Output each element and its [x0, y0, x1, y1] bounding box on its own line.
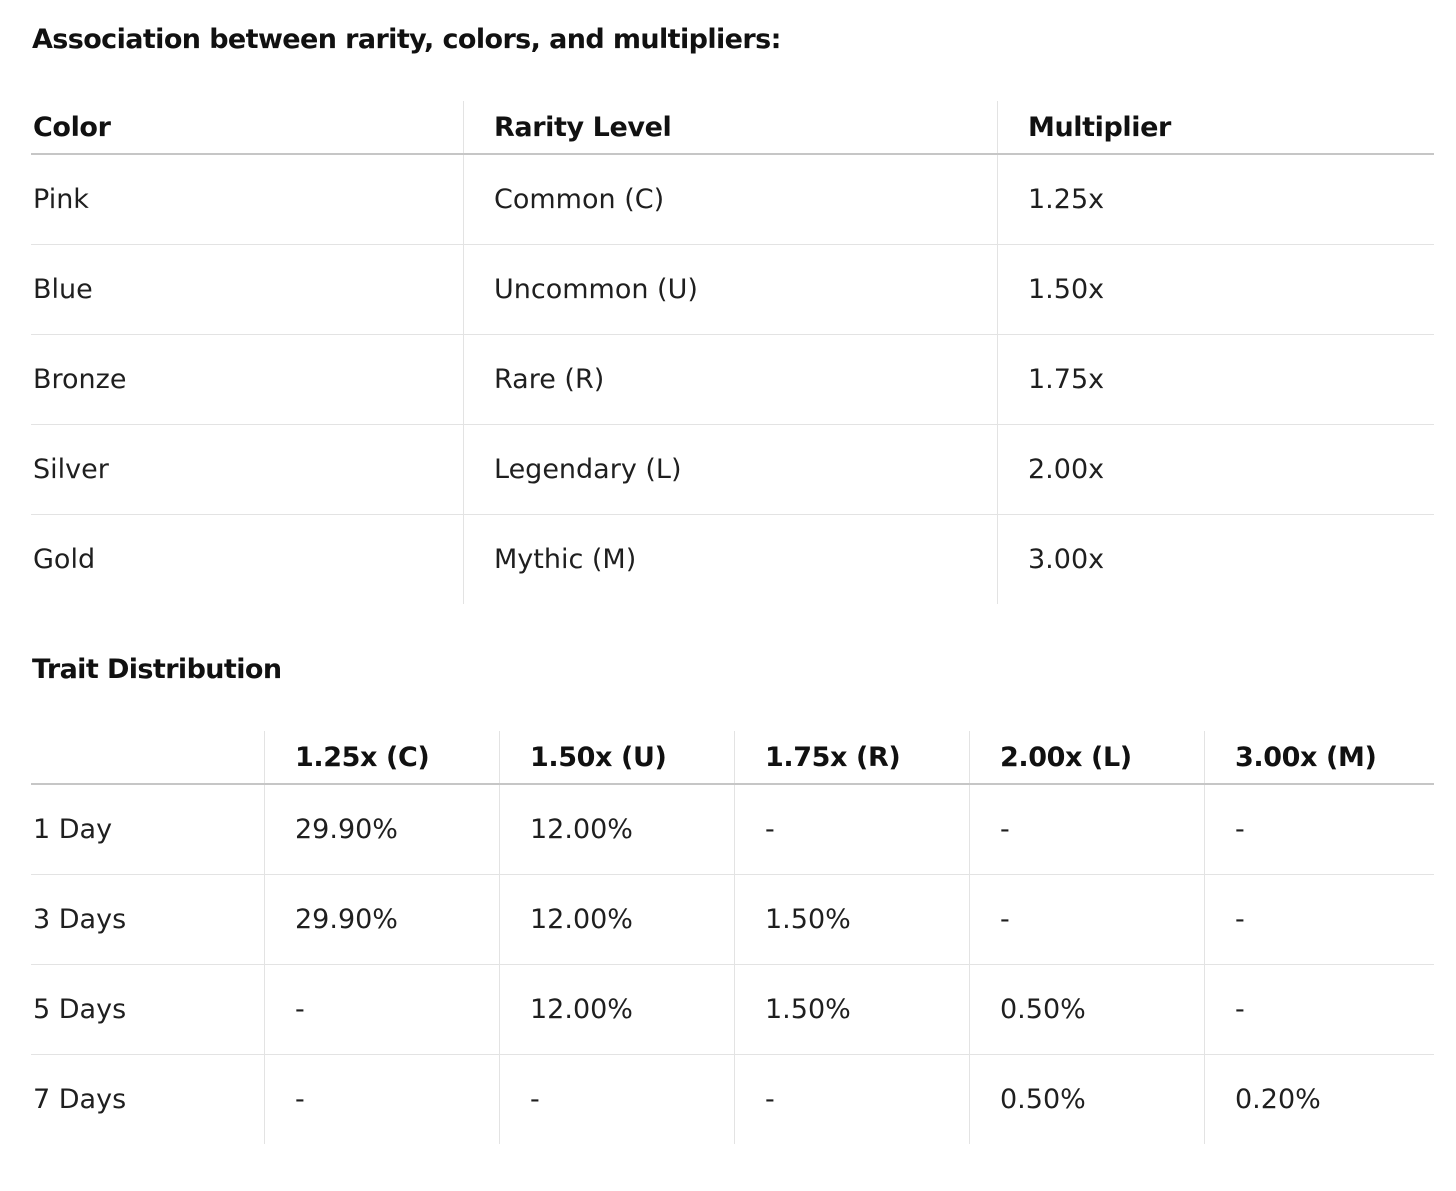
- cell-value: 0.20%: [1204, 1054, 1434, 1144]
- cell-value: 1.50%: [734, 964, 970, 1055]
- cell-rarity: Common (C): [463, 154, 998, 245]
- table-header-row: Color Rarity Level Multiplier: [31, 101, 1434, 155]
- trait-distribution-table: 1.25x (C) 1.50x (U) 1.75x (R) 2.00x (L) …: [31, 731, 1434, 1144]
- header-common: 1.25x (C): [264, 731, 500, 785]
- cell-value: -: [734, 1054, 970, 1144]
- cell-value: -: [969, 784, 1205, 875]
- table-row: Silver Legendary (L) 2.00x: [31, 424, 1434, 515]
- header-mythic: 3.00x (M): [1204, 731, 1434, 785]
- table-row: Pink Common (C) 1.25x: [31, 154, 1434, 245]
- cell-value: -: [1204, 964, 1434, 1055]
- cell-rarity: Mythic (M): [463, 514, 998, 604]
- header-uncommon: 1.50x (U): [499, 731, 735, 785]
- cell-multiplier: 2.00x: [997, 424, 1434, 515]
- cell-value: -: [1204, 784, 1434, 875]
- cell-duration: 1 Day: [31, 784, 265, 875]
- cell-value: -: [1204, 874, 1434, 965]
- header-color: Color: [31, 101, 464, 155]
- table-row: 7 Days - - - 0.50% 0.20%: [31, 1054, 1434, 1144]
- cell-color: Silver: [31, 424, 464, 515]
- cell-color: Blue: [31, 244, 464, 335]
- cell-value: 29.90%: [264, 874, 500, 965]
- cell-value: -: [499, 1054, 735, 1144]
- table-row: Blue Uncommon (U) 1.50x: [31, 244, 1434, 335]
- cell-value: -: [969, 874, 1205, 965]
- header-duration: [31, 731, 265, 785]
- header-rarity-level: Rarity Level: [463, 101, 998, 155]
- cell-rarity: Rare (R): [463, 334, 998, 425]
- cell-value: 12.00%: [499, 964, 735, 1055]
- trait-distribution-title: Trait Distribution: [32, 654, 282, 685]
- cell-value: -: [264, 1054, 500, 1144]
- cell-value: 0.50%: [969, 1054, 1205, 1144]
- cell-value: -: [264, 964, 500, 1055]
- cell-duration: 3 Days: [31, 874, 265, 965]
- cell-rarity: Legendary (L): [463, 424, 998, 515]
- cell-value: 0.50%: [969, 964, 1205, 1055]
- table-row: 5 Days - 12.00% 1.50% 0.50% -: [31, 964, 1434, 1055]
- cell-value: 12.00%: [499, 874, 735, 965]
- cell-duration: 7 Days: [33, 1083, 127, 1115]
- cell-multiplier: 3.00x: [997, 514, 1434, 604]
- table-header-row: 1.25x (C) 1.50x (U) 1.75x (R) 2.00x (L) …: [31, 731, 1434, 785]
- header-multiplier: Multiplier: [997, 101, 1434, 155]
- association-title: Association between rarity, colors, and …: [32, 24, 781, 55]
- cell-color: Gold: [33, 543, 96, 575]
- header-rare: 1.75x (R): [734, 731, 970, 785]
- table-row: Bronze Rare (R) 1.75x: [31, 334, 1434, 425]
- cell-rarity: Uncommon (U): [463, 244, 998, 335]
- cell-color: Bronze: [31, 334, 464, 425]
- cell-multiplier: 1.75x: [997, 334, 1434, 425]
- table-row: 3 Days 29.90% 12.00% 1.50% - -: [31, 874, 1434, 965]
- cell-value: 29.90%: [264, 784, 500, 875]
- cell-multiplier: 1.25x: [997, 154, 1434, 245]
- table-row: Gold Mythic (M) 3.00x: [31, 514, 1434, 604]
- cell-value: -: [734, 784, 970, 875]
- cell-duration: 5 Days: [31, 964, 265, 1055]
- header-legendary: 2.00x (L): [969, 731, 1205, 785]
- cell-multiplier: 1.50x: [997, 244, 1434, 335]
- table-row: 1 Day 29.90% 12.00% - - -: [31, 784, 1434, 875]
- cell-value: 1.50%: [734, 874, 970, 965]
- cell-value: 12.00%: [499, 784, 735, 875]
- association-table: Color Rarity Level Multiplier Pink Commo…: [31, 101, 1434, 604]
- cell-color: Pink: [31, 154, 464, 245]
